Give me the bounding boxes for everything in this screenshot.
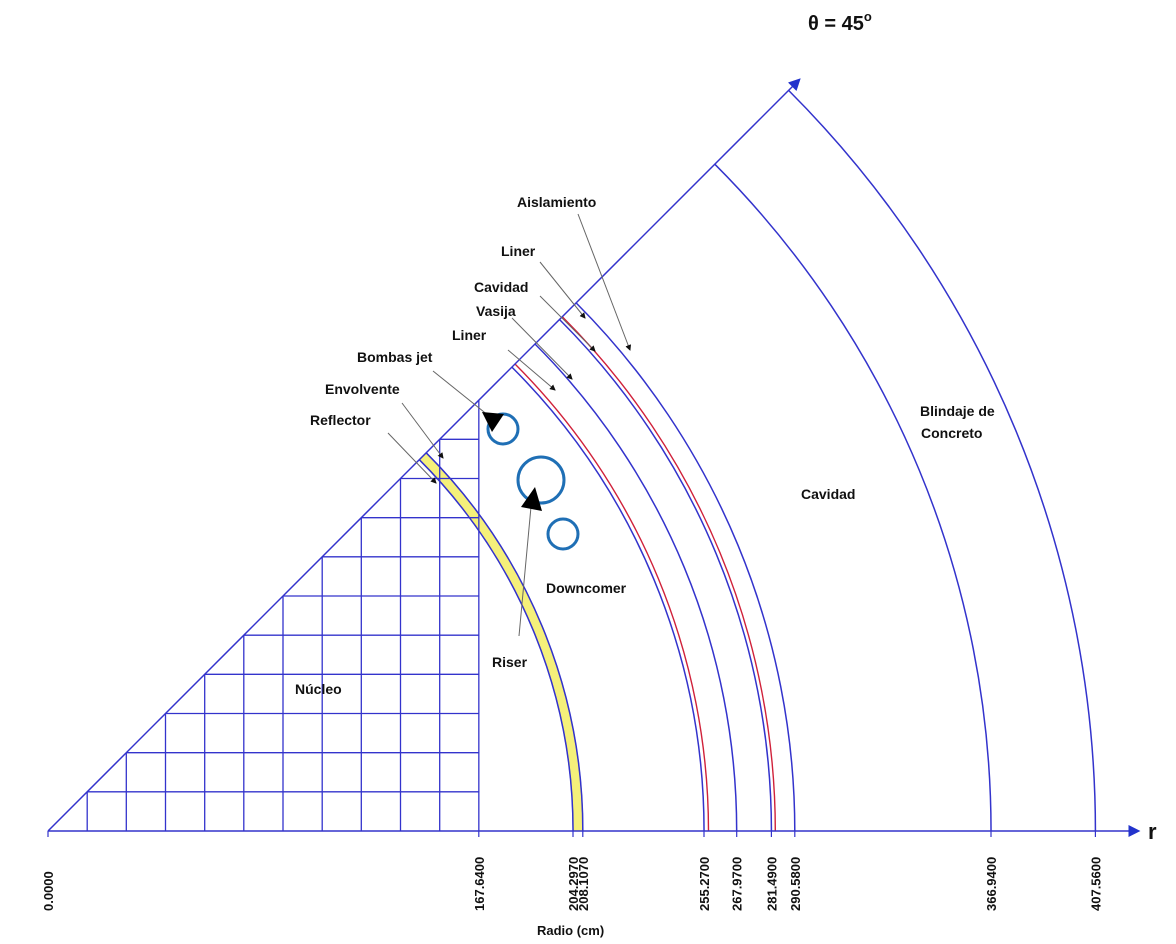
downcomer-label: Downcomer: [546, 580, 627, 596]
blindaje-label-line1: Blindaje de: [920, 403, 995, 419]
boundary-arc: [714, 163, 992, 832]
degree-symbol: o: [864, 9, 872, 24]
liner-outer-label: Liner: [501, 243, 536, 259]
jet-pumps: [486, 412, 580, 551]
radius-tick-label: 208.1070: [576, 857, 591, 911]
cavidad-main-label: Cavidad: [801, 486, 855, 502]
theta-45-boundary-line: [47, 78, 801, 832]
theta-annotation: θ = 45o: [808, 9, 872, 35]
boundary-arc: [418, 459, 574, 832]
riser-label: Riser: [492, 654, 528, 670]
radius-tick-label: 290.5800: [788, 857, 803, 911]
radius-tick-label: 204.2970: [566, 857, 581, 911]
riser-arrowhead: [521, 487, 542, 511]
envolvente-leader: [401, 402, 444, 459]
vasija-label: Vasija: [476, 303, 516, 319]
core-grid-lines: [86, 400, 480, 831]
boundary-arc: [511, 366, 705, 832]
boundary-arc: [558, 318, 773, 832]
boundary-arc: [425, 452, 584, 832]
envolvente-label: Envolvente: [325, 381, 400, 397]
vasija-leader: [511, 317, 573, 380]
liner-inner-label: Liner: [452, 327, 487, 343]
cavidad-gap-label: Cavidad: [474, 279, 528, 295]
boundary-arc: [534, 343, 738, 832]
liner-boundaries: [514, 316, 777, 832]
radius-tick-marks: [47, 831, 1097, 837]
bombas-jet-arrowhead: [482, 412, 504, 432]
cavidad-gap-leader: [539, 295, 596, 352]
reflector-label: Reflector: [310, 412, 371, 428]
radial-boundaries: [418, 89, 1097, 832]
radius-tick-label: 366.9400: [984, 857, 999, 911]
riser-circle: [516, 455, 566, 505]
aislamiento-leader: [577, 213, 632, 351]
radius-tick-label: 407.5600: [1088, 857, 1103, 911]
liner-arc: [514, 363, 710, 832]
blindaje-label-line2: Concreto: [921, 425, 982, 441]
radius-tick-label: 167.6400: [472, 857, 487, 911]
liner-inner-leader: [507, 349, 556, 391]
theta-45-label: θ = 45o: [808, 9, 872, 35]
bombas-jet-label: Bombas jet: [357, 349, 433, 365]
envolvente-band: [418, 452, 584, 832]
reflector-leader: [387, 432, 437, 484]
liner-arc: [561, 316, 777, 832]
boundary-arc: [575, 302, 796, 832]
riser-leader: [518, 495, 533, 637]
theta-45-text: θ = 45: [808, 13, 864, 35]
liner-outer-leader: [539, 261, 586, 319]
r-axis-label: r: [1148, 819, 1157, 844]
bombas-jet-leader: [432, 370, 495, 421]
nucleo-label: Núcleo: [295, 681, 342, 697]
boundary-arc: [788, 89, 1097, 832]
radius-tick-label: 0.0000: [41, 871, 56, 911]
radius-tick-label: 281.4900: [764, 857, 779, 911]
region-labels: Núcleo Reflector Envolvente Bombas jet R…: [295, 194, 995, 697]
envolvente-fill: [418, 452, 584, 832]
leader-lines: [387, 213, 632, 637]
core-grid: [86, 400, 480, 831]
radius-tick-label: 267.9700: [730, 857, 745, 911]
radius-tick-label: 255.2700: [697, 857, 712, 911]
jet-pump-small-circle-2: [546, 517, 580, 551]
aislamiento-label: Aislamiento: [517, 194, 596, 210]
x-axis-title: Radio (cm): [537, 923, 604, 938]
pump-arrows: [482, 412, 542, 511]
